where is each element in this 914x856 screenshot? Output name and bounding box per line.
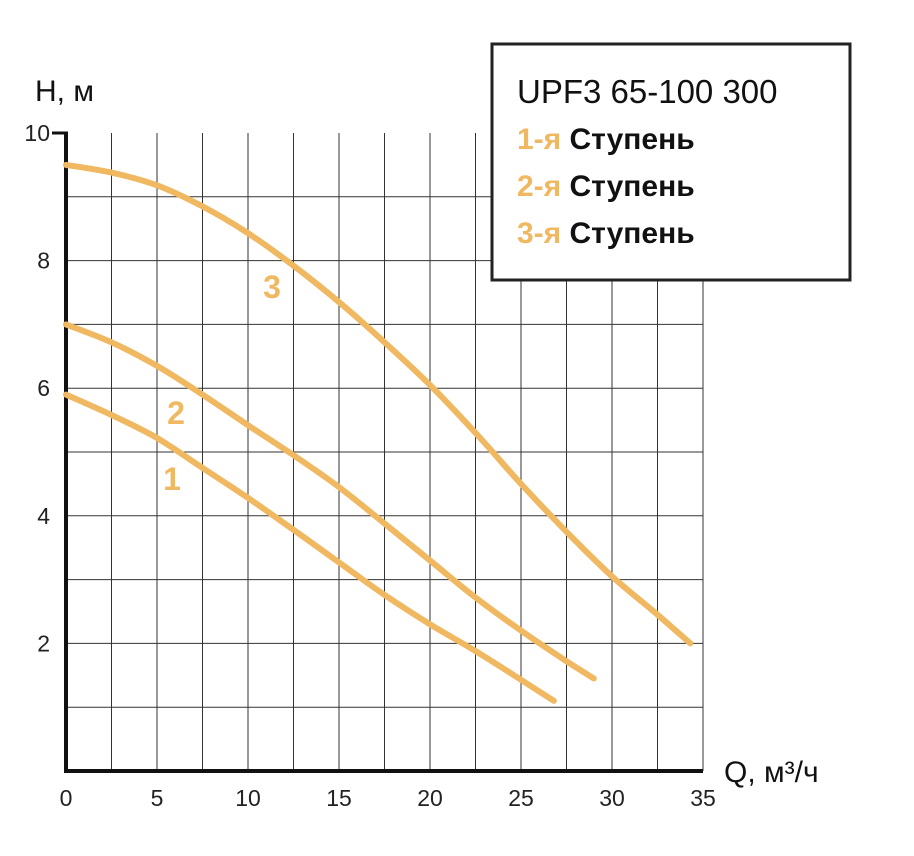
curve-label-3: 3 [263, 269, 281, 305]
legend-entry-3: 3-я Ступень [517, 217, 695, 250]
legend-entry-prefix: 2-я [517, 170, 570, 203]
x-tick-label: 25 [508, 785, 534, 811]
x-tick-label: 5 [151, 785, 164, 811]
x-tick-label: 20 [417, 785, 443, 811]
legend-entry-word: Ступень [570, 217, 695, 250]
y-tick-label: 6 [37, 375, 50, 401]
x-tick-label: 10 [235, 785, 261, 811]
legend-entry-word: Ступень [570, 170, 695, 203]
tick-labels: 0 5 10 15 20 25 30 35 2 4 6 8 10 [24, 120, 715, 811]
curve-label-2: 2 [167, 395, 185, 431]
x-axis-label: Q, м³/ч [724, 756, 819, 789]
axes [52, 131, 703, 773]
y-tick-label: 8 [37, 248, 50, 274]
curve-stage-3 [63, 161, 694, 647]
curve-labels: 1 2 3 [163, 269, 281, 497]
y-tick-label: 4 [37, 503, 50, 529]
curve-label-1: 1 [163, 461, 181, 497]
legend-entry-prefix: 3-я [517, 217, 570, 250]
curves [63, 161, 694, 704]
legend-entry-word: Ступень [570, 123, 695, 156]
legend-entry-1: 1-я Ступень [517, 123, 695, 156]
x-tick-label: 15 [326, 785, 352, 811]
x-tick-label: 0 [60, 785, 73, 811]
legend-entry-prefix: 1-я [517, 123, 570, 156]
curve-stage-1 [63, 391, 557, 704]
x-tick-label: 35 [690, 785, 716, 811]
x-tick-label: 30 [599, 785, 625, 811]
curve-stage-2 [63, 321, 597, 682]
legend-box [490, 42, 852, 282]
legend-entry-2: 2-я Ступень [517, 170, 695, 203]
legend-title: UPF3 65-100 300 [517, 73, 778, 110]
y-axis-label: H, м [35, 75, 94, 108]
y-tick-label: 10 [24, 120, 50, 146]
y-tick-label: 2 [37, 630, 50, 656]
